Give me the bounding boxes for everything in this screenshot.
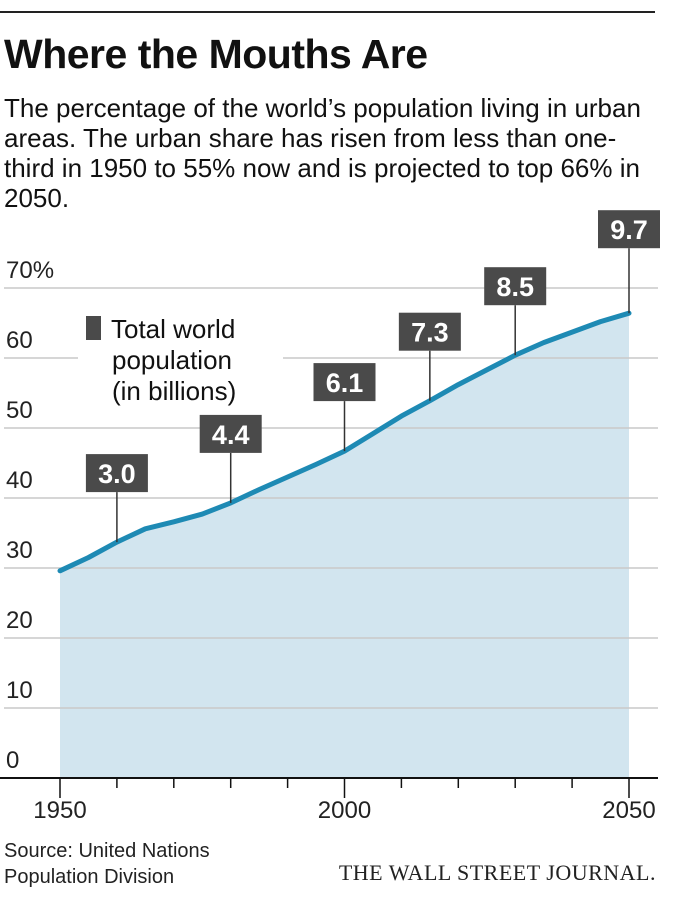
y-tick-label-50: 50 [6, 397, 33, 424]
population-label-box-1980 [199, 414, 262, 453]
y-tick-label-0: 0 [6, 747, 19, 774]
legend-text-line-3: (in billions) [112, 376, 236, 406]
y-tick-label-20: 20 [6, 607, 33, 634]
y-tick-label-60: 60 [6, 327, 33, 354]
publisher-masthead: THE WALL STREET JOURNAL. [338, 860, 656, 885]
x-tick-label-2050: 2050 [602, 797, 655, 824]
y-tick-label-10: 10 [6, 677, 33, 704]
source-line-1: Source: United Nations [4, 840, 210, 862]
y-tick-label-30: 30 [6, 537, 33, 564]
population-label-1980: 4.4 [212, 420, 250, 450]
area-fill [60, 313, 629, 778]
population-label-2050: 9.7 [610, 215, 648, 245]
population-label-box-1960 [85, 454, 148, 493]
population-label-1960: 3.0 [98, 459, 136, 489]
population-label-box-2015 [398, 312, 461, 351]
population-label-2030: 8.5 [496, 272, 534, 302]
x-tick-label-1950: 1950 [33, 797, 86, 824]
y-tick-label-40: 40 [6, 467, 33, 494]
x-tick-label-2000: 2000 [318, 797, 371, 824]
y-tick-label-70: 70% [6, 257, 54, 284]
chart-title: Where the Mouths Are [4, 31, 428, 77]
source-line-2: Population Division [4, 866, 175, 888]
population-label-box-2050 [598, 210, 660, 249]
legend-text-line-2: population [112, 345, 232, 375]
population-label-box-2000 [313, 363, 376, 402]
legend-text-line-1: Total world [111, 314, 235, 344]
population-label-2000: 6.1 [326, 368, 364, 398]
population-label-box-2030 [484, 267, 547, 306]
legend-swatch [86, 316, 101, 340]
population-label-2015: 7.3 [411, 318, 449, 348]
chart-subtitle: The percentage of the world’s population… [4, 93, 641, 213]
top-rule [0, 11, 655, 13]
source-note: Source: United Nations Population Divisi… [4, 838, 210, 890]
legend-background [78, 312, 283, 408]
